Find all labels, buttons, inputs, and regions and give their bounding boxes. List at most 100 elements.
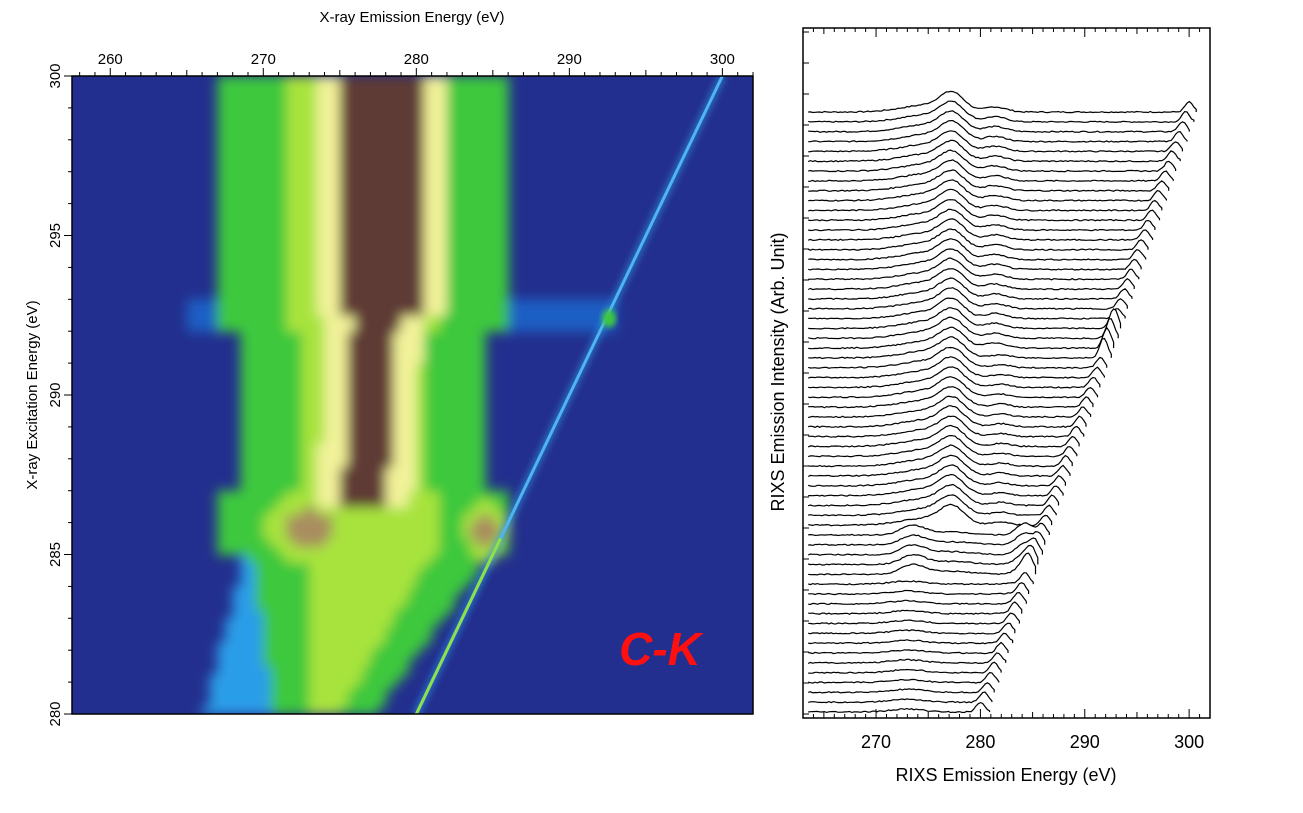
spectrum-line xyxy=(808,119,1188,143)
spectrum-line xyxy=(808,622,1016,635)
spectrum-mask xyxy=(808,278,1132,300)
spectrum-line xyxy=(808,257,1140,281)
spectrum-line xyxy=(808,238,1147,261)
spectrum-mask xyxy=(808,484,1059,506)
spectrum-mask xyxy=(808,672,999,684)
map-x-tick-label: 270 xyxy=(251,51,276,68)
rixs-map: 260 270 280 290 300 280 285 290 295 300 X-ray Em… xyxy=(24,9,754,727)
spectra-x-axis-title: RIXS Emission Energy (eV) xyxy=(895,765,1116,785)
spectrum-line xyxy=(807,454,1071,478)
spectrum-mask xyxy=(808,91,1197,113)
spectrum-line xyxy=(808,415,1085,438)
spectrum-line xyxy=(808,612,1021,625)
map-x-axis-title: X-ray Emission Energy (eV) xyxy=(319,9,504,26)
map-y-axis-title: X-ray Excitation Energy (eV) xyxy=(24,300,41,489)
spectrum-mask xyxy=(808,582,1029,595)
spectrum-line xyxy=(808,188,1163,212)
spectrum-line xyxy=(808,248,1142,271)
spectrum-line xyxy=(808,464,1067,487)
map-y-ticks: 280 285 290 295 300 xyxy=(47,63,72,727)
spectrum-mask xyxy=(808,258,1139,280)
spectrum-line xyxy=(808,169,1170,192)
spectrum-line xyxy=(808,130,1184,153)
heatmap-intensity xyxy=(186,76,616,714)
spectrum-mask xyxy=(808,327,1114,349)
spectrum-line xyxy=(808,346,1108,369)
spectrum-line xyxy=(808,473,1064,497)
spectrum-line xyxy=(808,316,1119,340)
map-x-tick-label: 300 xyxy=(710,51,735,68)
spectra-x-tick-label: 270 xyxy=(861,732,891,752)
spectrum-line xyxy=(808,208,1156,232)
spectrum-mask xyxy=(808,682,995,693)
spectrum-line xyxy=(808,552,1037,576)
spectrum-line xyxy=(808,434,1078,458)
spectrum-mask xyxy=(808,572,1034,585)
spectrum-line xyxy=(808,199,1161,222)
spectrum-mask xyxy=(808,538,1043,556)
map-y-tick-label: 295 xyxy=(47,223,64,248)
spectrum-line xyxy=(808,307,1122,330)
spectrum-mask xyxy=(808,444,1073,467)
spectrum-mask xyxy=(808,249,1142,270)
spectrum-line xyxy=(808,661,1002,674)
spectra-x-ticks: 270 280 290 300 xyxy=(812,28,1211,752)
spectrum-line xyxy=(808,326,1115,350)
map-y-tick-label: 280 xyxy=(47,701,64,726)
spectrum-line xyxy=(808,530,1046,547)
spectrum-mask xyxy=(808,287,1128,310)
spectrum-mask xyxy=(808,545,1038,565)
spectrum-line xyxy=(808,110,1190,133)
spectrum-mask xyxy=(808,425,1080,447)
spectra-x-tick-label: 300 xyxy=(1174,732,1204,752)
spectrum-mask xyxy=(808,307,1121,329)
map-x-tick-label: 290 xyxy=(557,51,582,68)
spectrum-line xyxy=(807,424,1080,448)
spectrum-mask xyxy=(808,474,1064,497)
spectrum-mask xyxy=(808,592,1027,605)
spectrum-mask xyxy=(808,633,1013,644)
spectrum-line xyxy=(808,386,1094,409)
spectrum-line xyxy=(808,601,1023,615)
spectrum-mask xyxy=(808,159,1174,182)
elastic-resonance-spot xyxy=(602,309,617,328)
element-edge-label: C-K xyxy=(619,623,704,675)
spectrum-line xyxy=(808,336,1112,360)
spectrum-mask xyxy=(808,435,1077,457)
spectrum-line xyxy=(808,641,1009,655)
spectrum-line xyxy=(807,268,1135,291)
spectrum-line xyxy=(808,671,1000,684)
map-y-tick-label: 300 xyxy=(47,63,64,88)
spectrum-line xyxy=(808,444,1073,468)
spectrum-mask xyxy=(808,642,1008,654)
spectrum-line xyxy=(808,632,1014,645)
spectra-x-tick-label: 280 xyxy=(965,732,995,752)
spectrum-line xyxy=(808,297,1126,320)
spectrum-mask xyxy=(808,268,1135,290)
spectrum-line xyxy=(807,537,1044,556)
spectrum-line xyxy=(808,366,1101,389)
spectra-y-axis-title: RIXS Emission Intensity (Arb. Unit) xyxy=(768,232,788,511)
spectrum-mask xyxy=(808,336,1112,359)
spectrum-line xyxy=(808,149,1177,173)
spectrum-line xyxy=(808,90,1197,114)
spectrum-mask xyxy=(808,317,1119,339)
spectrum-mask xyxy=(808,130,1183,152)
spectrum-line xyxy=(808,218,1154,242)
spectrum-line xyxy=(808,691,993,704)
spectrum-line xyxy=(808,179,1168,202)
spectrum-line xyxy=(808,159,1174,183)
map-y-tick-label: 290 xyxy=(47,382,64,407)
spectrum-line xyxy=(808,701,991,714)
spectrum-line xyxy=(808,572,1034,586)
spectrum-mask xyxy=(808,347,1107,369)
spectrum-mask xyxy=(808,356,1105,379)
map-x-tick-label: 280 xyxy=(404,51,429,68)
spectrum-mask xyxy=(808,623,1015,634)
map-x-ticks: 260 270 280 290 300 xyxy=(79,51,754,76)
spectrum-line xyxy=(808,591,1027,606)
spectrum-mask xyxy=(808,464,1066,487)
spectra-series xyxy=(807,90,1197,714)
spectrum-mask xyxy=(808,662,1002,674)
